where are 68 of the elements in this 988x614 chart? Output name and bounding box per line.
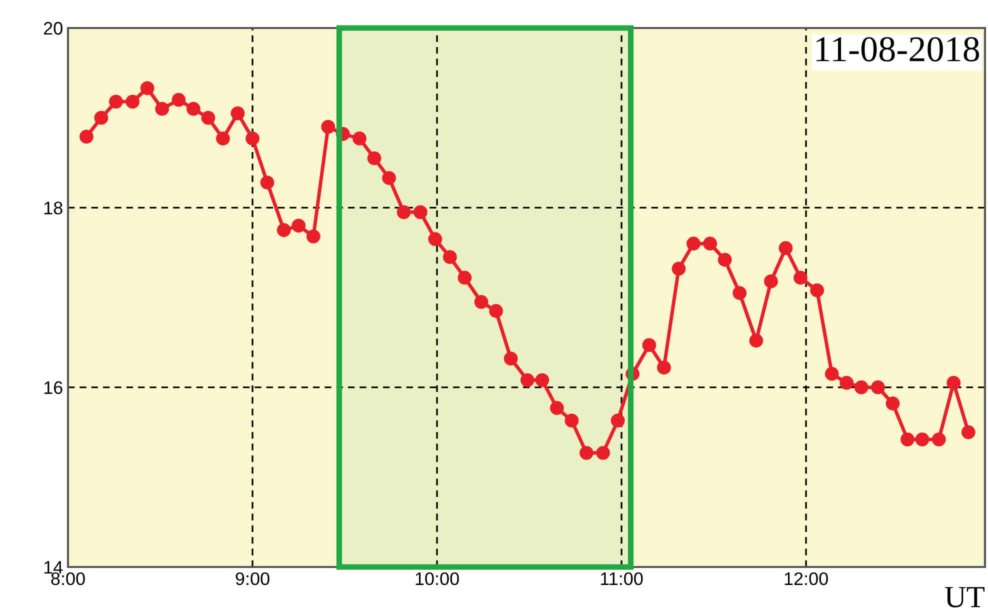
x-tick-label: 12:00 <box>784 572 828 586</box>
point <box>961 425 976 440</box>
point <box>230 106 245 120</box>
point <box>172 92 186 107</box>
point <box>854 380 868 394</box>
x-axis-title: UT <box>944 587 984 608</box>
point <box>764 274 778 288</box>
point <box>794 270 808 285</box>
point <box>657 360 671 375</box>
point <box>321 120 336 134</box>
point <box>718 252 732 267</box>
point <box>413 205 428 220</box>
point <box>596 446 610 460</box>
point <box>140 81 154 96</box>
point <box>201 110 216 125</box>
point <box>810 283 824 298</box>
point <box>155 102 170 116</box>
point <box>504 352 518 366</box>
point <box>749 334 764 348</box>
point <box>260 176 274 190</box>
point <box>550 401 564 415</box>
y-tick-label: 16 <box>44 381 62 394</box>
point <box>428 232 442 246</box>
point <box>216 132 230 146</box>
point <box>580 446 594 460</box>
point <box>871 380 885 394</box>
point <box>886 396 900 410</box>
annotation: 11-08-2018 <box>816 37 980 62</box>
point <box>520 373 534 388</box>
point <box>246 132 260 146</box>
point <box>900 432 914 446</box>
point <box>732 286 747 300</box>
point <box>642 338 656 352</box>
point <box>932 432 946 446</box>
y-tick-label: 20 <box>44 22 62 35</box>
point <box>186 102 200 116</box>
point <box>778 241 793 256</box>
point <box>489 304 503 318</box>
point <box>564 414 579 428</box>
point <box>352 132 366 146</box>
point <box>915 432 930 446</box>
point <box>824 366 839 381</box>
point <box>442 250 457 264</box>
point <box>458 270 472 285</box>
point <box>946 376 961 390</box>
point <box>276 223 291 238</box>
point <box>109 94 123 109</box>
y-tick-label: 18 <box>44 202 62 214</box>
point <box>535 373 550 388</box>
point <box>840 376 854 390</box>
x-tick-label: 9:00 <box>236 572 270 586</box>
point <box>686 236 700 251</box>
point <box>306 229 320 244</box>
point <box>396 205 411 220</box>
point <box>126 94 140 109</box>
point <box>703 236 718 251</box>
point <box>382 171 396 185</box>
x-tick-label: 11:00 <box>600 572 643 586</box>
point <box>474 295 488 309</box>
point <box>367 151 382 166</box>
x-tick-label: 8:00 <box>51 572 85 586</box>
point <box>292 218 306 233</box>
point <box>94 110 108 125</box>
x-tick-label: 10:00 <box>416 572 459 586</box>
point <box>80 130 94 144</box>
y-tick-label: 14 <box>44 561 63 574</box>
point <box>672 262 686 276</box>
point <box>610 414 625 428</box>
